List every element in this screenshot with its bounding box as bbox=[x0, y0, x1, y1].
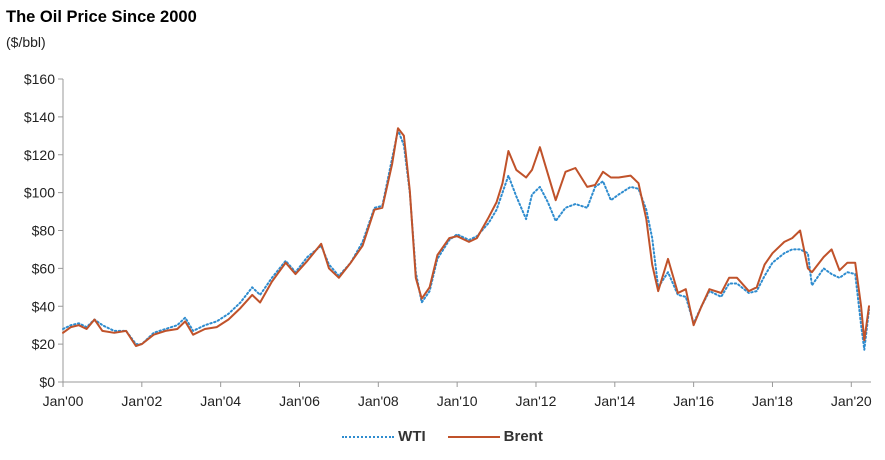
x-tick-label: Jan'20 bbox=[831, 393, 872, 409]
y-tick-label: $120 bbox=[24, 147, 55, 163]
x-tick-label: Jan'18 bbox=[752, 393, 793, 409]
x-tick-label: Jan'16 bbox=[673, 393, 714, 409]
x-tick-label: Jan'10 bbox=[437, 393, 478, 409]
y-tick-label: $140 bbox=[24, 109, 55, 125]
x-tick-label: Jan'06 bbox=[279, 393, 320, 409]
series-line-wti bbox=[62, 129, 870, 351]
y-tick-label: $100 bbox=[24, 185, 55, 201]
x-tick-label: Jan'04 bbox=[200, 393, 241, 409]
series-line-brent bbox=[62, 127, 870, 347]
y-tick-label: $0 bbox=[39, 374, 55, 390]
x-tick-label: Jan'08 bbox=[358, 393, 399, 409]
x-tick-label: Jan'02 bbox=[121, 393, 162, 409]
legend-swatch-wti bbox=[342, 435, 395, 438]
y-tick-label: $160 bbox=[24, 71, 55, 87]
legend-swatch-brent bbox=[447, 435, 500, 438]
chart-legend: WTI Brent bbox=[0, 428, 885, 445]
x-tick-label: Jan'12 bbox=[516, 393, 557, 409]
x-tick-label: Jan'14 bbox=[594, 393, 635, 409]
y-tick-label: $20 bbox=[32, 336, 56, 352]
legend-label-brent: Brent bbox=[503, 428, 543, 445]
chart-title: The Oil Price Since 2000 bbox=[6, 8, 197, 26]
y-axis: $0 $20 $40 $60 $80 $100 $120 $140 $160 bbox=[24, 71, 64, 390]
legend-item-wti: WTI bbox=[342, 428, 426, 445]
y-tick-label: $60 bbox=[32, 260, 56, 276]
x-axis: Jan'00 Jan'02 Jan'04 Jan'06 Jan'08 Jan'10 Jan'… bbox=[43, 381, 872, 409]
x-tick-label: Jan'00 bbox=[43, 393, 84, 409]
series-lines bbox=[62, 127, 870, 351]
legend-label-wti: WTI bbox=[398, 428, 426, 445]
chart-subtitle: ($/bbl) bbox=[6, 34, 46, 50]
legend-item-brent: Brent bbox=[447, 428, 543, 445]
y-tick-label: $80 bbox=[32, 223, 56, 239]
y-tick-label: $40 bbox=[32, 298, 56, 314]
